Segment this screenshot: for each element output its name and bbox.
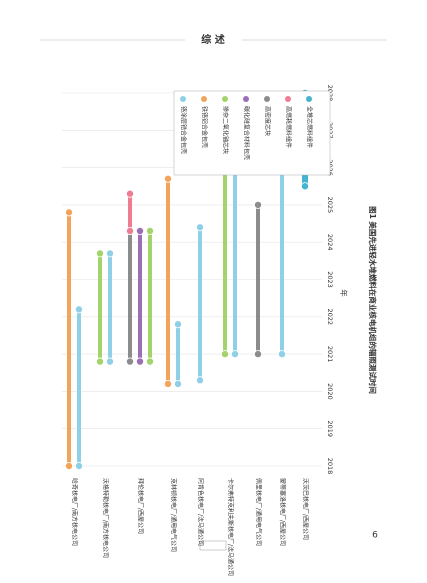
legend-swatch (201, 96, 207, 102)
milestone (163, 174, 172, 183)
milestone (75, 461, 84, 470)
header-title: 综 述 (201, 33, 224, 46)
year-tick-label: 2019 (326, 420, 334, 437)
year-tick-label: 2024 (326, 234, 334, 251)
legend-label: 铬涂层锆合金包壳 (180, 106, 188, 154)
milestone (300, 182, 309, 191)
legend-swatch (285, 96, 291, 102)
year-tick-label: 2022 (326, 309, 334, 326)
milestone (173, 379, 182, 388)
year-tick-label: 2023 (326, 271, 334, 288)
row-label: 蒙蒂塞洛核电厂/西屋公司 (279, 478, 287, 546)
legend-label: 高燃耗燃料组件 (285, 106, 293, 148)
milestone (195, 223, 204, 232)
milestone (173, 320, 182, 329)
row-label: 哈奇核电厂/南方核电公司 (71, 478, 79, 546)
milestone (135, 227, 144, 236)
milestone (145, 227, 154, 236)
legend-swatch (264, 96, 270, 102)
row-label: 沃格特勒核电厂/南方核电公司 (102, 478, 110, 558)
year-tick-label: 2025 (326, 197, 334, 214)
legend-swatch (243, 96, 249, 102)
legend-swatch (180, 96, 186, 102)
year-tick-label: 2020 (326, 383, 334, 400)
row-label: 克林顿核电厂/通用电气公司 (170, 478, 178, 552)
milestone (253, 200, 262, 209)
milestone (75, 305, 84, 314)
legend-label: 掺杂二氧化铀芯块 (222, 106, 230, 154)
milestone (126, 357, 135, 366)
milestone (195, 376, 204, 385)
legend-label: 碳化硅复合材料包壳 (243, 106, 251, 160)
year-tick-label: 2018 (326, 458, 334, 475)
milestone (220, 350, 229, 359)
milestone (106, 357, 115, 366)
milestone (230, 350, 239, 359)
milestone (163, 379, 172, 388)
legend-swatch (306, 96, 312, 102)
milestone (126, 227, 135, 236)
legend-label: 全堆芯燃料组件 (306, 106, 314, 148)
milestone (126, 189, 135, 198)
legend-label: 高密度芯块 (264, 106, 272, 136)
milestone (106, 249, 115, 258)
milestone (145, 357, 154, 366)
row-label: 佩里核电厂/通用电气公司 (255, 478, 263, 546)
milestone (253, 350, 262, 359)
legend-box (173, 90, 331, 176)
year-tick-label: 2021 (326, 346, 334, 363)
page-number: 6 (372, 531, 378, 541)
row-label: 阿肯色核电厂/法马通公司 (197, 478, 205, 546)
milestone (96, 357, 105, 366)
axis-label: 年 (339, 289, 349, 297)
milestone (277, 350, 286, 359)
milestone (65, 208, 74, 217)
row-label: 拜伦核电厂/西屋公司 (137, 478, 145, 534)
caption: 图1 美国先进轻水堆燃料在商业核电机组的辐照测试时间 (368, 206, 378, 394)
milestone (96, 249, 105, 258)
row-label: 卡尔弗特克利夫斯核电厂/法马通公司 (227, 478, 235, 576)
footer-logo (199, 540, 227, 551)
legend-swatch (222, 96, 228, 102)
row-label: 沃茨巴核电厂/西屋公司 (302, 478, 310, 540)
legend-label: 铁铬铝合金包壳 (201, 106, 209, 148)
milestone (135, 357, 144, 366)
milestone (65, 461, 74, 470)
